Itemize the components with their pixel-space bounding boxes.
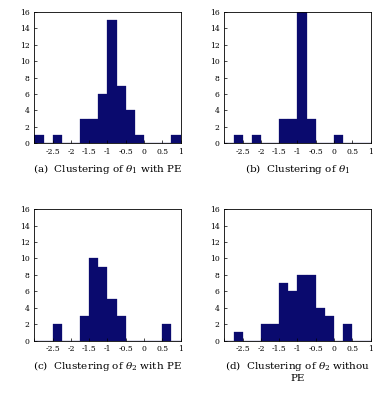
Bar — [34, 135, 44, 143]
Bar — [298, 275, 307, 341]
X-axis label: (b)  Clustering of $\theta_1$: (b) Clustering of $\theta_1$ — [245, 162, 350, 176]
Bar — [135, 135, 144, 143]
Bar — [334, 135, 343, 143]
Bar — [126, 110, 135, 143]
Bar — [53, 324, 62, 341]
Bar — [307, 119, 316, 143]
Bar — [270, 324, 279, 341]
Bar — [107, 20, 117, 143]
X-axis label: (a)  Clustering of $\theta_1$ with PE: (a) Clustering of $\theta_1$ with PE — [33, 162, 182, 176]
Bar — [98, 267, 107, 341]
Bar — [172, 135, 181, 143]
Bar — [316, 308, 325, 341]
Bar — [252, 135, 261, 143]
Bar — [307, 275, 316, 341]
Bar — [343, 324, 352, 341]
X-axis label: (c)  Clustering of $\theta_2$ with PE: (c) Clustering of $\theta_2$ with PE — [33, 359, 182, 373]
Bar — [80, 316, 89, 341]
Bar — [98, 94, 107, 143]
Bar — [298, 12, 307, 143]
Bar — [279, 119, 288, 143]
Bar — [80, 119, 89, 143]
Bar — [89, 258, 98, 341]
Bar — [162, 324, 172, 341]
Bar — [279, 283, 288, 341]
Bar — [89, 119, 98, 143]
Bar — [117, 86, 126, 143]
Bar — [288, 291, 298, 341]
Bar — [117, 316, 126, 341]
Bar — [325, 316, 334, 341]
Bar — [288, 119, 298, 143]
Bar — [233, 332, 243, 341]
Bar — [107, 299, 117, 341]
Bar — [261, 324, 270, 341]
Bar — [233, 135, 243, 143]
Bar — [53, 135, 62, 143]
X-axis label: (d)  Clustering of $\theta_2$ withou
PE: (d) Clustering of $\theta_2$ withou PE — [225, 359, 370, 383]
